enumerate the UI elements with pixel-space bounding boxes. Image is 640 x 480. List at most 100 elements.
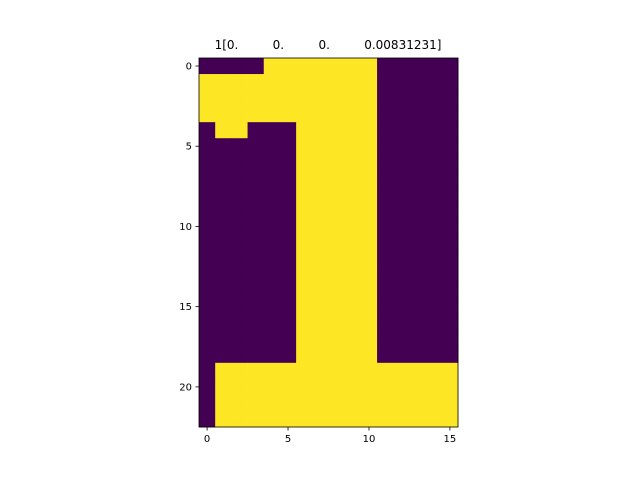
heatmap-cell (215, 282, 232, 300)
heatmap-cell (263, 410, 281, 428)
heatmap-cell (344, 314, 362, 332)
heatmap-cell (328, 298, 346, 316)
heatmap-cells (199, 58, 459, 428)
heatmap-cell (409, 394, 427, 412)
heatmap-cell (409, 170, 427, 187)
heatmap-cell (344, 394, 362, 412)
heatmap-cell (199, 170, 216, 187)
heatmap-cell (296, 74, 313, 91)
heatmap-cell (360, 250, 378, 267)
heatmap-cell (441, 186, 459, 203)
heatmap-cell (263, 346, 281, 364)
heatmap-cell (409, 218, 427, 235)
heatmap-cell (263, 170, 281, 187)
heatmap-cell (441, 266, 459, 284)
heatmap-cell (328, 314, 346, 332)
heatmap-cell (247, 58, 265, 75)
heatmap-cell (215, 234, 232, 251)
heatmap-cell (425, 394, 443, 412)
heatmap-cell (344, 378, 362, 396)
heatmap-cell (425, 346, 443, 364)
heatmap-cell (263, 378, 281, 396)
heatmap-cell (393, 154, 410, 171)
heatmap-cell (425, 186, 443, 203)
heatmap-cell (377, 346, 394, 364)
heatmap-cell (377, 410, 394, 428)
heatmap-cell (360, 282, 378, 300)
heatmap-cell (247, 346, 265, 364)
heatmap-cell (247, 378, 265, 396)
heatmap-cell (279, 186, 297, 203)
heatmap-cell (425, 282, 443, 300)
y-tick-label: 15 (179, 302, 192, 313)
heatmap-cell (215, 122, 232, 139)
heatmap-cell (425, 266, 443, 284)
heatmap-cell (409, 378, 427, 396)
heatmap-cell (231, 234, 248, 251)
heatmap-cell (199, 186, 216, 203)
heatmap-cell (425, 298, 443, 316)
heatmap-cell (199, 298, 216, 316)
heatmap-cell (393, 378, 410, 396)
heatmap-cell (312, 90, 329, 107)
heatmap-cell (344, 250, 362, 267)
heatmap-cell (247, 266, 265, 284)
heatmap-cell (231, 346, 248, 364)
heatmap-cell (441, 394, 459, 412)
heatmap-cell (377, 266, 394, 284)
heatmap-cell (377, 330, 394, 348)
heatmap-cell (247, 122, 265, 139)
heatmap-cell (215, 362, 232, 380)
heatmap-cell (328, 234, 346, 251)
heatmap-cell (360, 346, 378, 364)
heatmap-cell (441, 410, 459, 428)
heatmap-cell (393, 138, 410, 155)
heatmap-cell (312, 410, 329, 428)
x-tick-label: 0 (204, 434, 210, 445)
heatmap-cell (441, 378, 459, 396)
heatmap-cell (296, 154, 313, 171)
heatmap-cell (247, 202, 265, 219)
heatmap-cell (231, 314, 248, 332)
heatmap-cell (409, 282, 427, 300)
heatmap-cell (328, 330, 346, 348)
heatmap-cell (425, 362, 443, 380)
heatmap-cell (441, 282, 459, 300)
heatmap-cell (296, 186, 313, 203)
heatmap-cell (344, 234, 362, 251)
heatmap-cell (199, 378, 216, 396)
heatmap-cell (263, 314, 281, 332)
heatmap-cell (231, 266, 248, 284)
heatmap-cell (199, 346, 216, 364)
x-tick-label: 15 (444, 434, 457, 445)
heatmap-cell (296, 362, 313, 380)
heatmap-cell (215, 266, 232, 284)
heatmap-cell (360, 154, 378, 171)
heatmap-cell (425, 122, 443, 139)
heatmap-cell (409, 154, 427, 171)
heatmap-cell (263, 154, 281, 171)
heatmap-cell (328, 122, 346, 139)
heatmap-cell (409, 138, 427, 155)
heatmap-cell (425, 74, 443, 91)
heatmap-cell (328, 394, 346, 412)
heatmap-cell (393, 90, 410, 107)
heatmap-cell (393, 106, 410, 123)
heatmap-cell (312, 138, 329, 155)
heatmap-cell (441, 106, 459, 123)
heatmap-cell (344, 170, 362, 187)
heatmap-cell (393, 122, 410, 139)
heatmap-cell (231, 250, 248, 267)
heatmap-cell (377, 154, 394, 171)
heatmap-cell (231, 282, 248, 300)
heatmap-cell (231, 154, 248, 171)
heatmap-cell (360, 362, 378, 380)
heatmap-cell (247, 250, 265, 267)
heatmap-cell (247, 106, 265, 123)
heatmap-cell (328, 154, 346, 171)
heatmap-cell (425, 330, 443, 348)
heatmap-cell (409, 74, 427, 91)
heatmap-cell (425, 202, 443, 219)
heatmap-cell (393, 186, 410, 203)
heatmap-cell (296, 330, 313, 348)
